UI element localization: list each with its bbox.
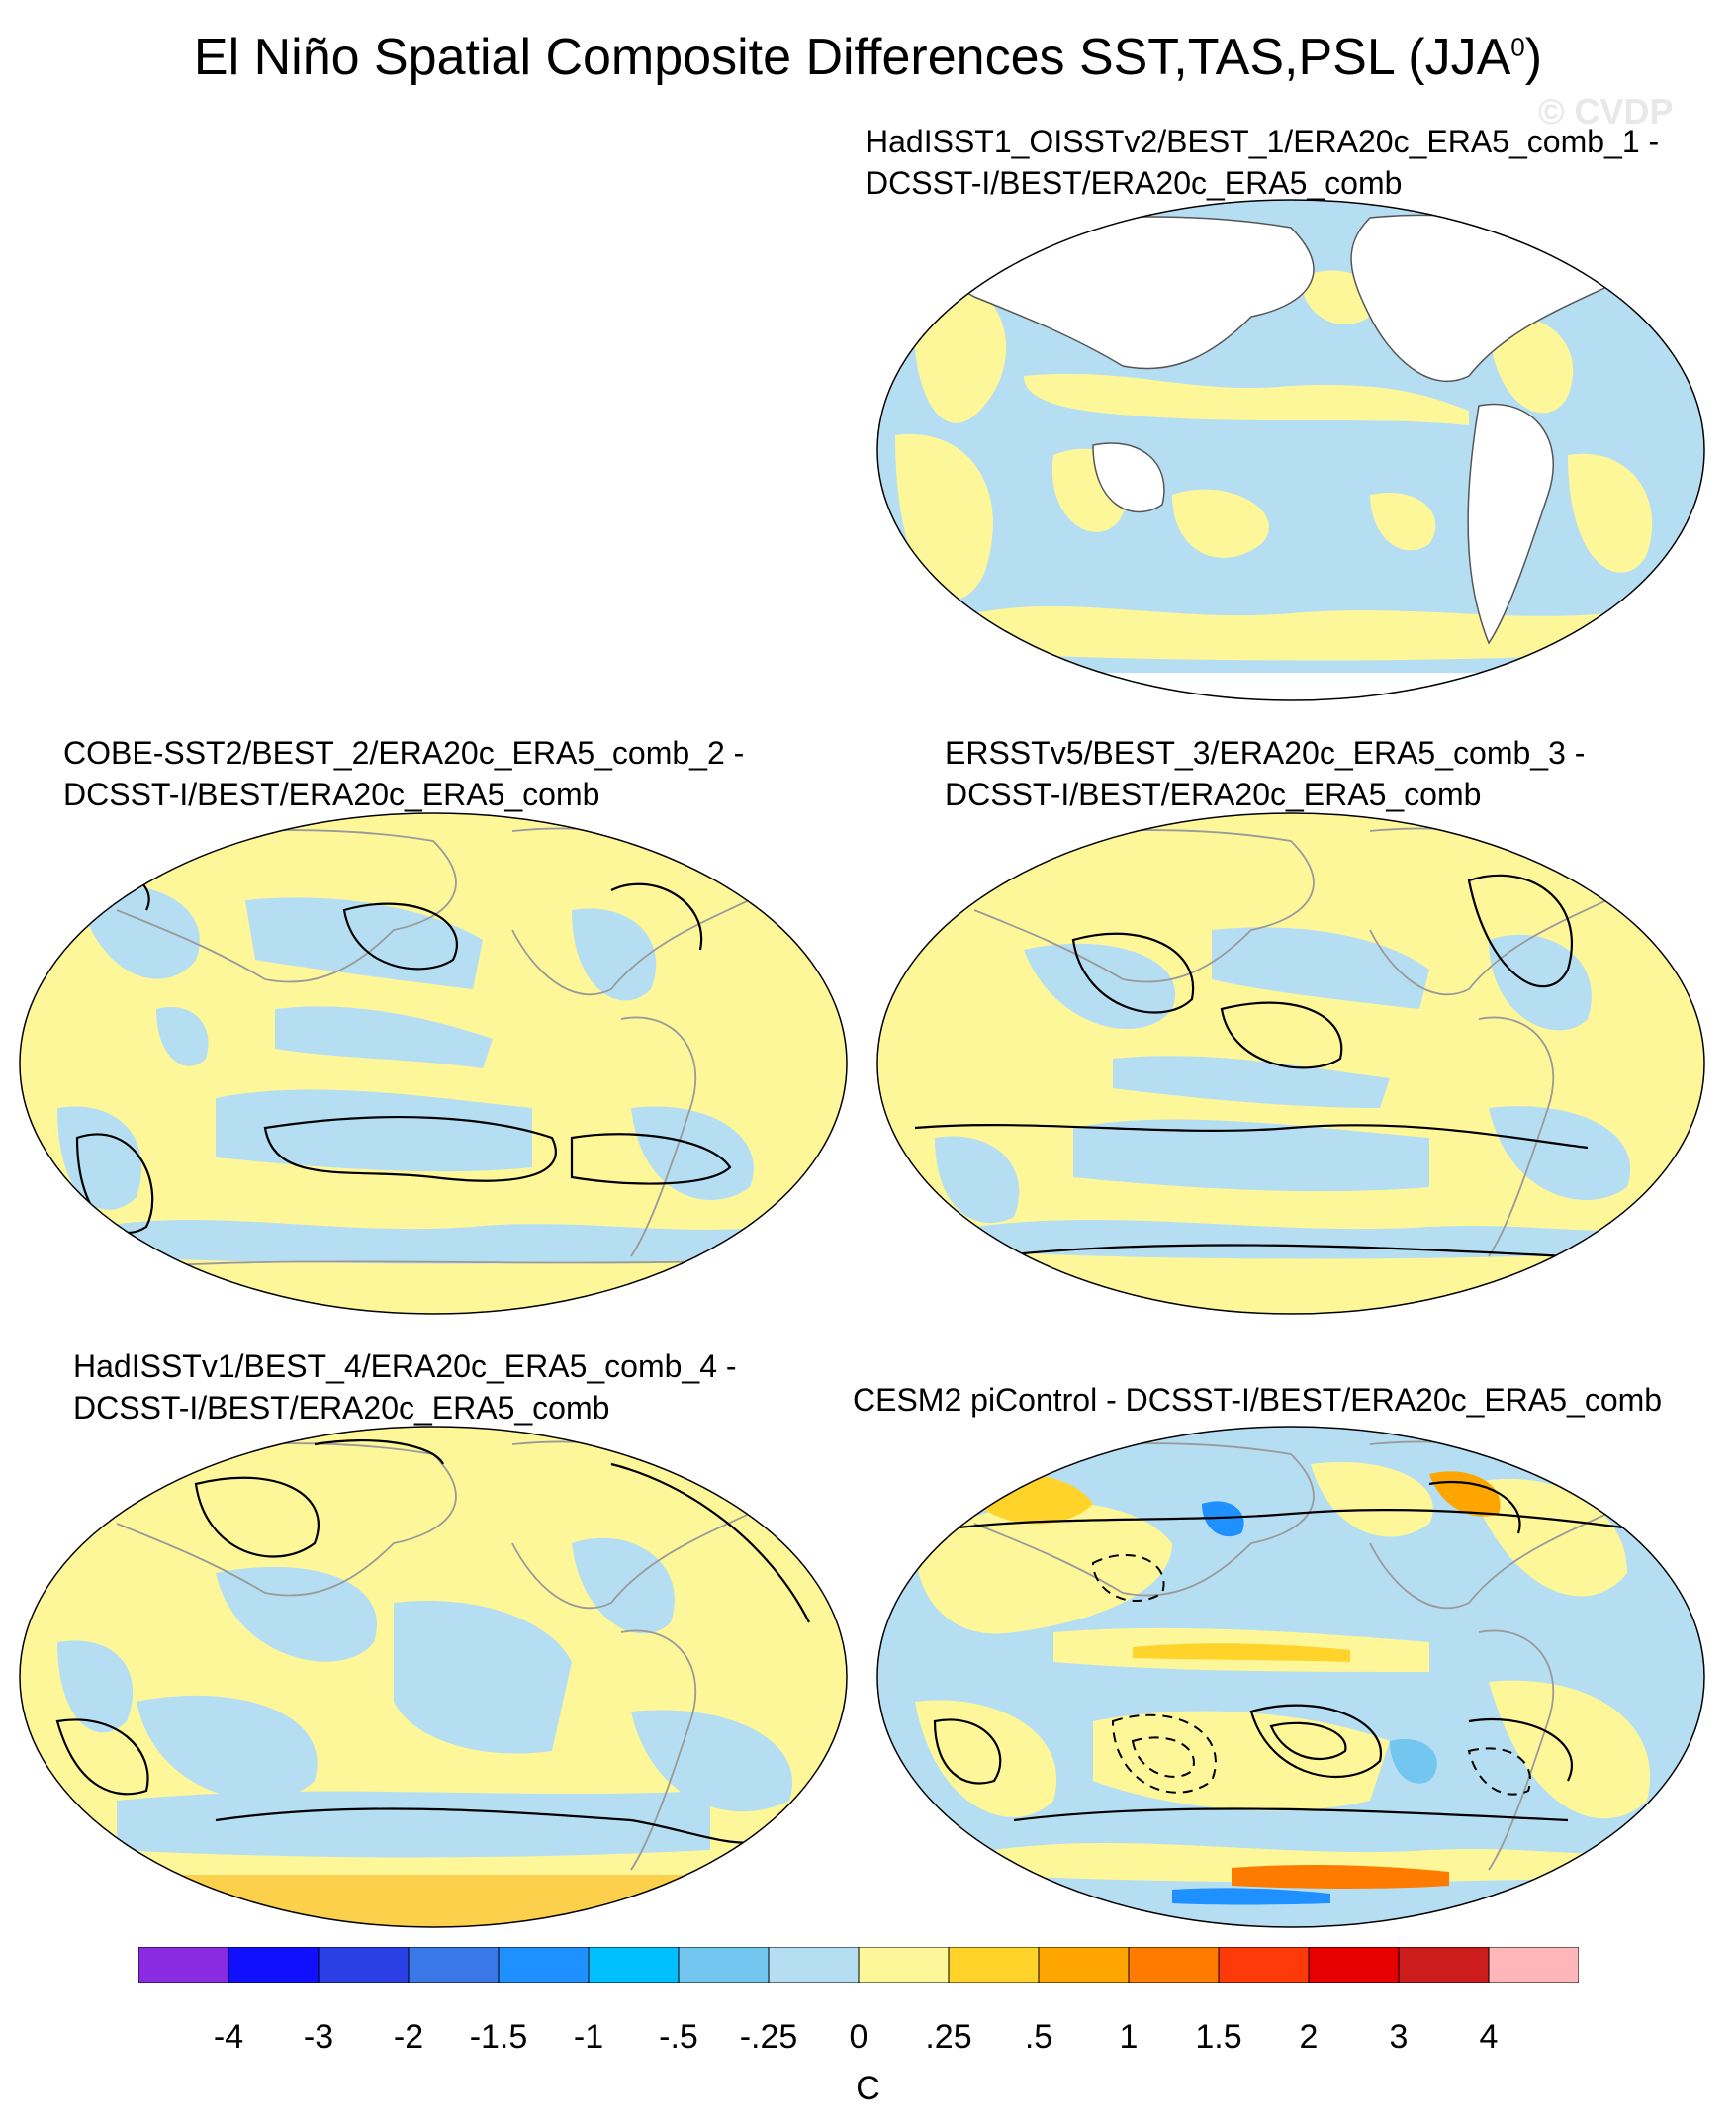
colorbar-swatch [588, 1947, 680, 1983]
cvdp-watermark: © CVDP [1538, 91, 1674, 132]
colorbar-swatch [1398, 1947, 1490, 1983]
colorbar-swatch [1128, 1947, 1220, 1983]
colorbar-swatch [1038, 1947, 1130, 1983]
panel-4-label: HadISSTv1/BEST_4/ERA20c_ERA5_comb_4 - DCS… [73, 1348, 737, 1426]
colorbar-tick-label: -4 [213, 2018, 244, 2056]
colorbar-tick-label: -.5 [659, 2018, 698, 2056]
colorbar-tick-label: -3 [303, 2018, 334, 2056]
colorbar-tick-label: 1 [1119, 2018, 1139, 2056]
colorbar-swatch [948, 1947, 1040, 1983]
map-panel-4 [19, 1426, 848, 1928]
colorbar-tick-label: -1 [573, 2018, 604, 2056]
colorbar-units: C [856, 2070, 880, 2107]
colorbar-swatch [1218, 1947, 1310, 1983]
colorbar-tick-label: -.25 [739, 2018, 798, 2056]
colorbar-tick-label: 4 [1479, 2018, 1499, 2056]
panel-3-label: ERSSTv5/BEST_3/ERA20c_ERA5_comb_3 - DCSST… [945, 735, 1586, 812]
colorbar-swatch [408, 1947, 500, 1983]
colorbar-tick-label: .5 [1024, 2018, 1053, 2056]
colorbar-tick-label: 1.5 [1195, 2018, 1242, 2056]
colorbar-swatch [768, 1947, 860, 1983]
colorbar-tick-label: 0 [849, 2018, 868, 2056]
colorbar-tick-label: 2 [1299, 2018, 1319, 2056]
panel-5-label: CESM2 piControl - DCSST-I/BEST/ERA20c_ER… [853, 1382, 1663, 1418]
colorbar-swatch [1488, 1947, 1579, 1983]
colorbar-tick-label: -2 [393, 2018, 424, 2056]
colorbar [138, 1947, 1579, 1983]
colorbar-swatch [1308, 1947, 1400, 1983]
figure-title: El Niño Spatial Composite Differences SS… [193, 29, 1543, 86]
colorbar-swatch [228, 1947, 320, 1983]
map-panel-2 [19, 812, 848, 1315]
colorbar-tick-label: .25 [925, 2018, 972, 2056]
colorbar-swatch [318, 1947, 410, 1983]
colorbar-swatch [678, 1947, 770, 1983]
panel-2-label: COBE-SST2/BEST_2/ERA20c_ERA5_comb_2 - DCS… [63, 735, 745, 812]
panel-1-label: HadISST1_OISSTv2/BEST_1/ERA20c_ERA5_comb… [866, 124, 1660, 201]
colorbar-tick-label: -1.5 [469, 2018, 528, 2056]
map-panel-1 [876, 199, 1705, 701]
colorbar-swatch [138, 1947, 229, 1983]
colorbar-swatch [858, 1947, 950, 1983]
map-panel-5 [876, 1426, 1705, 1928]
colorbar-swatch [498, 1947, 590, 1983]
map-panel-3 [876, 812, 1705, 1315]
colorbar-tick-label: 3 [1389, 2018, 1409, 2056]
